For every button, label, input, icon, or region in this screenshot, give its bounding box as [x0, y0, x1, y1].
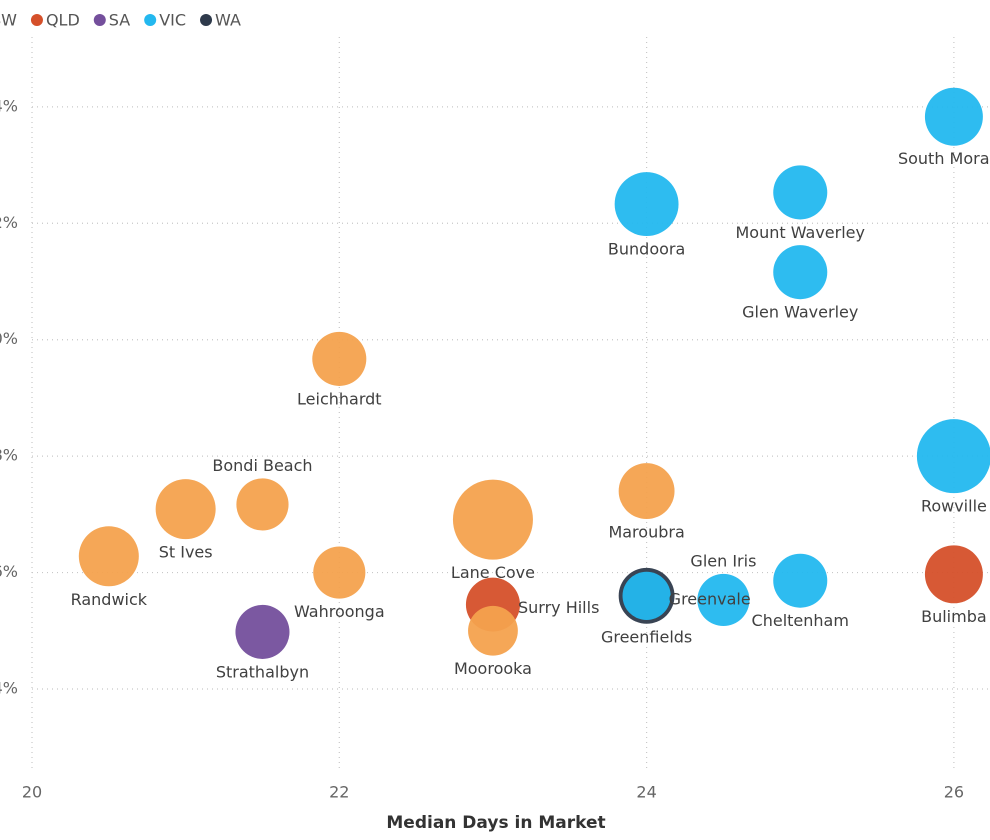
data-label: Bondi Beach	[212, 456, 312, 475]
legend-label: NSW	[0, 11, 17, 30]
data-labels: Greenfields South Morang Mount Waverley Bun…	[71, 149, 990, 681]
data-label: St Ives	[159, 543, 213, 562]
data-label: Wahroonga	[294, 602, 385, 621]
bubble	[697, 573, 750, 627]
legend-marker	[144, 14, 157, 26]
y-tick-label: 10%	[0, 329, 18, 348]
legend-label: WA	[215, 11, 241, 30]
data-label: Cheltenham	[752, 611, 849, 630]
bubble	[924, 545, 983, 604]
bubbles	[78, 87, 990, 659]
bubble	[773, 553, 828, 608]
data-label: Lane Cove	[451, 563, 535, 582]
y-tick-label: 14%	[0, 96, 18, 115]
data-label: Greenfields	[601, 627, 692, 646]
data-label: Surry Hills	[518, 598, 599, 617]
data-label: Rowville	[921, 497, 987, 516]
data-label: Bundoora	[608, 240, 685, 259]
legend-marker	[30, 14, 43, 26]
x-tick-label: 22	[329, 783, 349, 802]
y-tick-label: 12%	[0, 213, 18, 232]
y-tick-label: 6%	[0, 562, 18, 581]
bubble	[618, 463, 675, 519]
x-tick-label: 24	[636, 783, 656, 802]
data-label: Moorooka	[454, 659, 532, 678]
data-label: Strathalbyn	[216, 662, 309, 681]
y-tick-label: 8%	[0, 446, 18, 465]
legend-label: VIC	[159, 11, 186, 30]
legend-label: SA	[109, 11, 130, 30]
bubble	[313, 546, 366, 599]
bubble	[622, 571, 671, 620]
data-label: Randwick	[71, 590, 148, 609]
x-tick-label: 26	[944, 783, 964, 802]
legend-label: QLD	[46, 11, 80, 30]
data-label: Mount Waverley	[736, 223, 865, 242]
bubble	[773, 165, 828, 220]
x-axis-title: Median Days in Market	[386, 813, 605, 833]
bubble	[235, 604, 290, 659]
y-tick-label: 4%	[0, 679, 18, 698]
data-label: South Morang	[898, 149, 990, 168]
bubble	[236, 478, 289, 531]
bubble	[78, 526, 139, 587]
bubble	[452, 479, 533, 560]
data-label: Leichhardt	[297, 389, 382, 408]
bubble	[773, 245, 828, 300]
bubble	[916, 419, 990, 494]
bubble	[155, 479, 216, 540]
data-label: Maroubra	[608, 522, 684, 541]
legend-marker	[200, 14, 213, 26]
bubble	[468, 605, 518, 656]
x-tick-label: 20	[22, 783, 42, 802]
data-label: Glen Waverley	[742, 303, 858, 322]
bubble	[614, 172, 679, 237]
legend-marker	[93, 14, 106, 26]
data-label: Bulimba	[921, 607, 987, 626]
data-label: Glen Iris	[690, 551, 756, 570]
bubble	[312, 331, 367, 386]
data-label: Greenvale	[669, 589, 751, 608]
bubble	[924, 87, 983, 146]
